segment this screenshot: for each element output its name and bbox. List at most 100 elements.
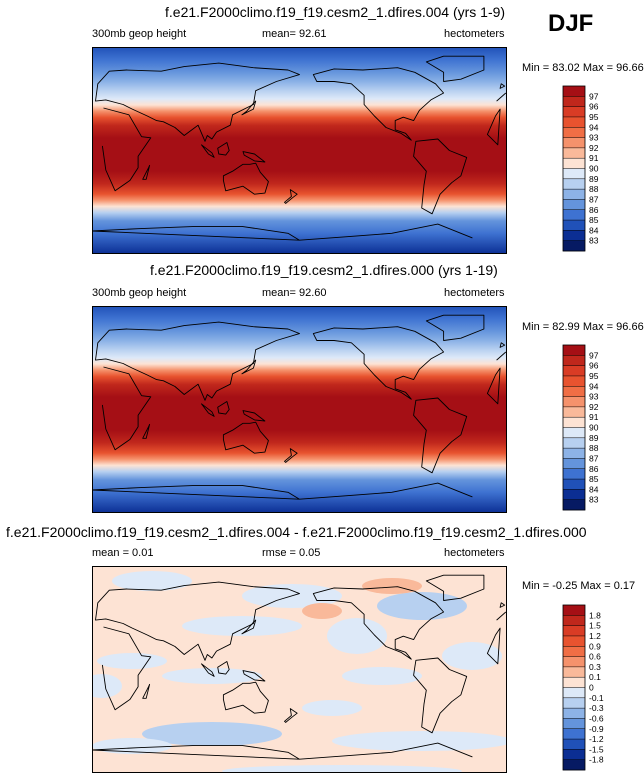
colorbar-2-label-3: 94 [589,381,599,391]
colorbar-2-box-0 [563,345,585,356]
colorbar-2-label-2: 95 [589,371,599,381]
map-3-coastline-6 [92,742,473,760]
map-3-coastline-10 [201,663,215,677]
colorbar-2-box-6 [563,406,585,418]
panel-3-mean: mean = 0.01 [92,547,154,559]
colorbar-3-label-8: -0.1 [589,693,604,703]
colorbar-1-label-3: 94 [589,122,599,132]
colorbar-3-label-5: 0.3 [589,662,601,672]
colorbar-1-label-7: 90 [589,164,599,174]
map-1-field [92,47,507,254]
colorbar-2-box-10 [563,448,585,459]
map-3-anomaly-13 [222,765,462,773]
map-3-coastline-13 [284,708,298,723]
colorbar-3-box-15 [563,759,585,771]
colorbar-3-label-11: -0.9 [589,724,604,734]
colorbar-3-box-12 [563,728,585,740]
colorbar-3-label-13: -1.5 [589,744,604,754]
map-3-anomaly-15 [302,603,342,619]
map-3-coastline-9 [217,661,230,675]
map-3-coastline-4 [413,657,468,734]
colorbar-3-box-8 [563,687,585,699]
colorbar-1-label-6: 91 [589,153,599,163]
map-3-anomaly-12 [92,738,172,754]
colorbar-1-label-5: 92 [589,143,599,153]
colorbar-2-box-11 [563,458,585,470]
colorbar-2-label-13: 84 [589,484,599,494]
colorbar-1-box-9 [563,178,585,190]
panel-2-minmax: Min = 82.99 Max = 96.66 [522,321,644,333]
colorbar-1-label-4: 93 [589,133,599,143]
map-3-coastline-7 [142,683,151,699]
colorbar-2-label-0: 97 [589,350,599,360]
panel-2-title: f.e21.F2000climo.f19_f19.cesm2_1.dfires.… [150,262,498,278]
colorbar-1-box-15 [563,240,585,252]
colorbar-2-label-5: 92 [589,402,599,412]
colorbar-1-label-12: 85 [589,215,599,225]
map-1-coastline-2 [222,162,269,195]
map-1-coastline-4 [413,138,468,215]
colorbar-3-label-6: 0.1 [589,672,601,682]
colorbar-1-box-4 [563,127,585,138]
panel-1-map [92,47,507,254]
colorbar-3-box-5 [563,656,585,668]
colorbar-1-box-8 [563,168,585,180]
colorbar-3-box-2 [563,625,585,637]
colorbar-3-box-9 [563,697,585,709]
colorbar-2-label-9: 88 [589,443,599,453]
map-3-anomaly-11 [302,700,362,716]
map-1-coastline-0 [101,107,501,192]
map-1-coastline-9 [217,142,230,156]
colorbar-2-box-9 [563,437,585,449]
panel-3-map [92,566,507,773]
colorbar-2-label-7: 90 [589,423,599,433]
map-3-anomaly-4 [327,618,387,654]
map-1-frame [92,47,507,254]
map-2-coastline-11 [242,410,266,422]
colorbar-3-label-12: -1.2 [589,734,604,744]
map-2-coastline-1 [95,321,507,401]
map-2-coastline-10 [201,403,215,417]
colorbar-1-label-10: 87 [589,194,599,204]
colorbar-2-label-11: 86 [589,464,599,474]
panel-3-title: f.e21.F2000climo.f19_f19.cesm2_1.dfires.… [6,524,587,540]
colorbar-1-box-10 [563,189,585,200]
colorbar-3-box-10 [563,708,585,719]
panel-1-title: f.e21.F2000climo.f19_f19.cesm2_1.dfires.… [165,4,506,20]
map-2-coastline-9 [217,401,230,415]
map-2-coastline-0 [101,366,501,451]
map-3-anomaly-2 [377,592,467,620]
colorbar-3-box-11 [563,718,585,730]
map-2-coastline-7 [142,423,151,439]
map-3-anomaly-16 [362,578,422,594]
map-2-frame [92,306,507,513]
colorbar-1-box-12 [563,209,585,221]
map-1-coastline-1 [95,62,507,142]
map-3-coastline-8 [241,619,257,635]
colorbar-1-label-2: 95 [589,112,599,122]
colorbar-3-label-10: -0.6 [589,713,604,723]
colorbar-3-box-13 [563,739,585,750]
colorbar-1-box-13 [563,220,585,231]
colorbar-3-box-6 [563,666,585,678]
season-label: DJF [548,10,594,37]
map-1-coastline-8 [241,100,257,116]
map-3-anomaly-14 [92,674,122,698]
colorbar-1-label-1: 96 [589,102,599,112]
map-3-anomaly-3 [182,616,302,636]
colorbar-1-box-5 [563,137,585,149]
map-3-anomaly-5 [97,653,167,669]
colorbar-2-box-12 [563,468,585,480]
colorbar-2-label-12: 85 [589,474,599,484]
colorbar-3-label-1: 1.5 [589,621,601,631]
colorbar-3-box-3 [563,635,585,647]
colorbar-1-box-0 [563,86,585,97]
colorbar-1-box-6 [563,147,585,159]
map-1-coastline-10 [201,144,215,158]
map-2-coastline-6 [92,482,473,500]
colorbar-2-box-8 [563,427,585,439]
colorbar-3-label-0: 1.8 [589,610,601,620]
map-3-coastline-12 [499,602,506,608]
